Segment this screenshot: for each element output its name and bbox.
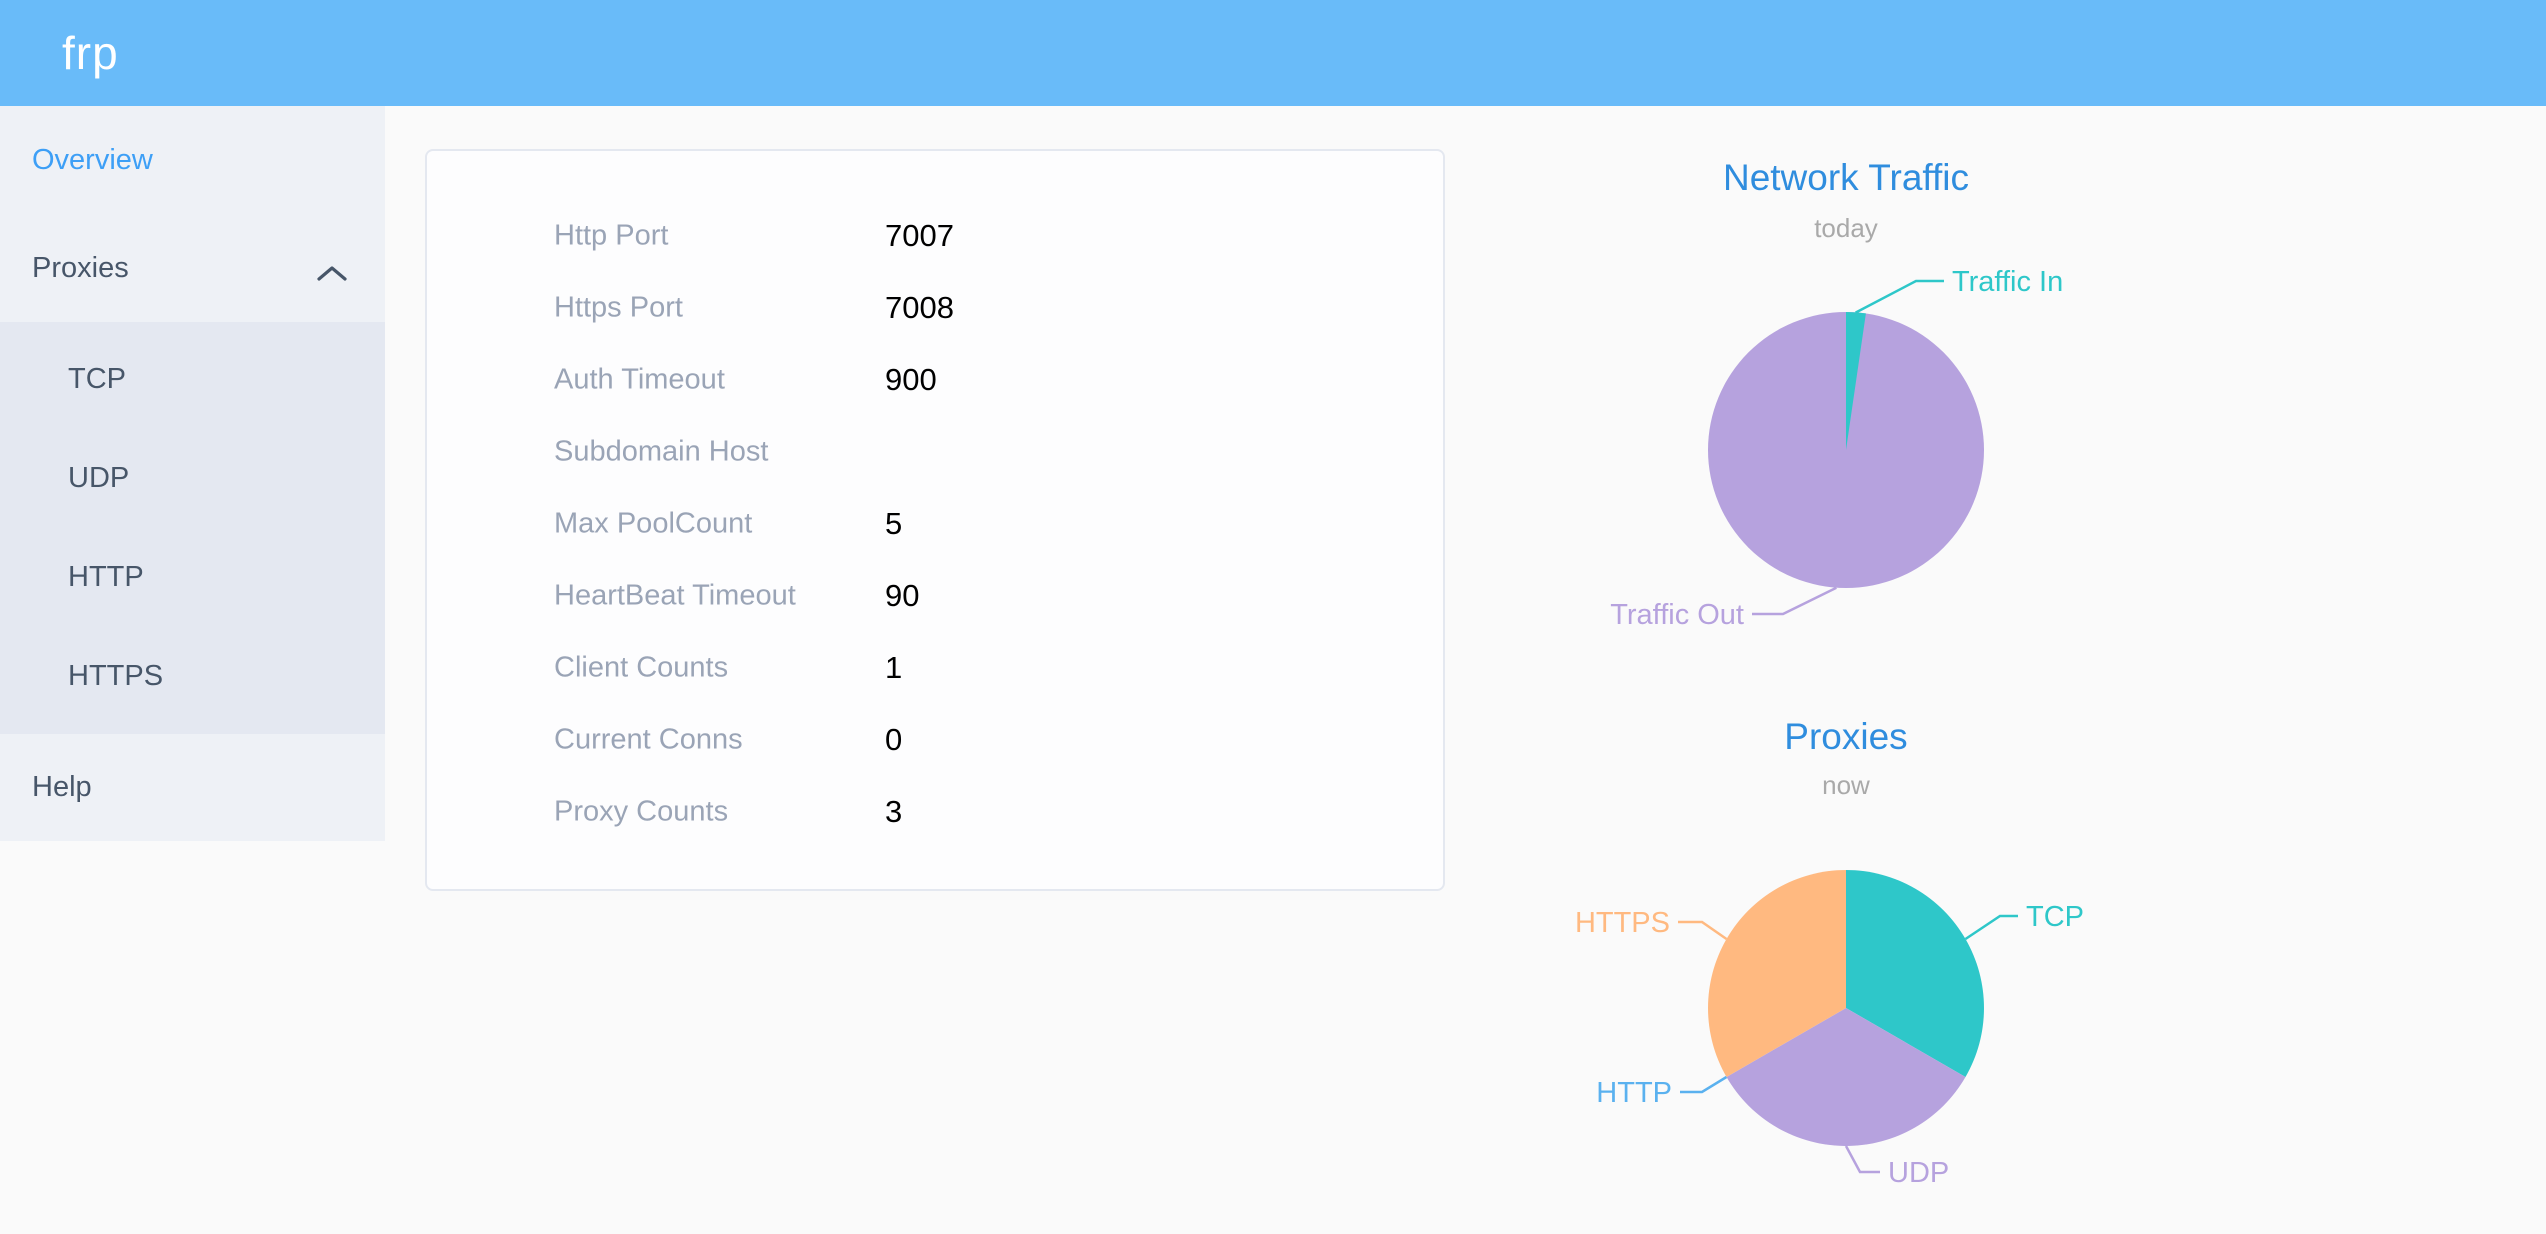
- info-label: Current Conns: [554, 723, 743, 756]
- https-label: HTTPS: [1575, 907, 1670, 939]
- info-value: 7007: [885, 218, 954, 253]
- network-traffic-title: Network Traffic: [1723, 157, 1969, 198]
- charts-panel: Network Traffic today Traffic In Traffic…: [1575, 157, 2084, 1189]
- info-label: HeartBeat Timeout: [554, 579, 796, 612]
- info-row-heartbeat-timeout: HeartBeat Timeout 90: [427, 560, 1443, 632]
- info-row-current-conns: Current Conns 0: [427, 704, 1443, 776]
- info-value: 5: [885, 506, 903, 541]
- info-label: Client Counts: [554, 651, 729, 684]
- sidebar-item-label: HTTPS: [68, 660, 164, 692]
- traffic-in-leader-line: [1855, 279, 1944, 314]
- app-logo: frp: [62, 27, 119, 79]
- proxies-chart-title: Proxies: [1784, 716, 1907, 757]
- info-value: 0: [885, 722, 903, 757]
- info-label: Proxy Counts: [554, 795, 729, 828]
- http-leader-line: [1680, 1075, 1728, 1094]
- sidebar-item-proxies[interactable]: Proxies: [0, 214, 385, 322]
- traffic-in-label: Traffic In: [1952, 266, 2063, 298]
- https-slice[interactable]: [1708, 870, 1846, 1077]
- info-row-client-counts: Client Counts 1: [427, 632, 1443, 704]
- sidebar-item-label: UDP: [68, 462, 130, 494]
- tcp-slice[interactable]: [1846, 870, 1984, 1077]
- network-traffic-pie: Traffic In Traffic Out: [1610, 266, 2063, 631]
- info-value: 900: [885, 362, 937, 397]
- http-label: HTTP: [1596, 1077, 1672, 1109]
- info-row-subdomain-host: Subdomain Host: [427, 416, 1443, 488]
- sidebar-item-label: Proxies: [32, 251, 129, 284]
- header: frp: [0, 0, 2546, 106]
- info-label: Max PoolCount: [554, 507, 753, 540]
- server-info-card: Http Port 7007 Https Port 7008 Auth Time…: [425, 149, 1445, 891]
- tcp-leader-line: [1964, 914, 2018, 941]
- udp-leader-line: [1844, 1145, 1880, 1174]
- sidebar-item-http[interactable]: HTTP: [0, 528, 385, 627]
- info-row-max-poolcount: Max PoolCount 5: [427, 488, 1443, 560]
- traffic-out-label: Traffic Out: [1610, 599, 1744, 631]
- traffic-in-slice[interactable]: [1846, 311, 1866, 450]
- proxies-chart-subtitle: now: [1822, 770, 1870, 800]
- https-leader-line: [1678, 920, 1728, 941]
- sidebar-item-label: Help: [32, 771, 92, 803]
- sidebar-item-help[interactable]: Help: [0, 734, 385, 841]
- network-traffic-subtitle: today: [1814, 213, 1878, 243]
- proxies-pie: TCP UDP HTTP HTTPS: [1575, 870, 2084, 1189]
- udp-label: UDP: [1888, 1157, 1949, 1189]
- info-value: 90: [885, 578, 920, 613]
- tcp-label: TCP: [2026, 901, 2084, 933]
- info-row-http-port: Http Port 7007: [427, 200, 1443, 272]
- info-value: 1: [885, 650, 903, 685]
- sidebar-item-label: TCP: [68, 363, 126, 395]
- sidebar-item-label: HTTP: [68, 561, 144, 593]
- chevron-up-icon: [315, 258, 349, 291]
- udp-slice[interactable]: [1726, 1008, 1966, 1146]
- info-label: Auth Timeout: [554, 363, 725, 396]
- info-row-https-port: Https Port 7008: [427, 272, 1443, 344]
- info-row-proxy-counts: Proxy Counts 3: [427, 776, 1443, 848]
- sidebar-item-overview[interactable]: Overview: [0, 106, 385, 214]
- info-label: Http Port: [554, 219, 669, 252]
- info-value: 7008: [885, 290, 954, 325]
- sidebar-item-label: Overview: [32, 143, 153, 176]
- info-label: Subdomain Host: [554, 435, 769, 468]
- proxies-submenu: TCP UDP HTTP HTTPS: [0, 322, 385, 734]
- sidebar-item-https[interactable]: HTTPS: [0, 627, 385, 726]
- sidebar: Overview Proxies TCP UDP HTTP HTTPS Help: [0, 106, 385, 841]
- info-value: 3: [885, 794, 903, 829]
- info-row-auth-timeout: Auth Timeout 900: [427, 344, 1443, 416]
- info-label: Https Port: [554, 291, 683, 324]
- traffic-out-leader-line: [1752, 586, 1837, 616]
- sidebar-item-udp[interactable]: UDP: [0, 429, 385, 528]
- sidebar-item-tcp[interactable]: TCP: [0, 330, 385, 429]
